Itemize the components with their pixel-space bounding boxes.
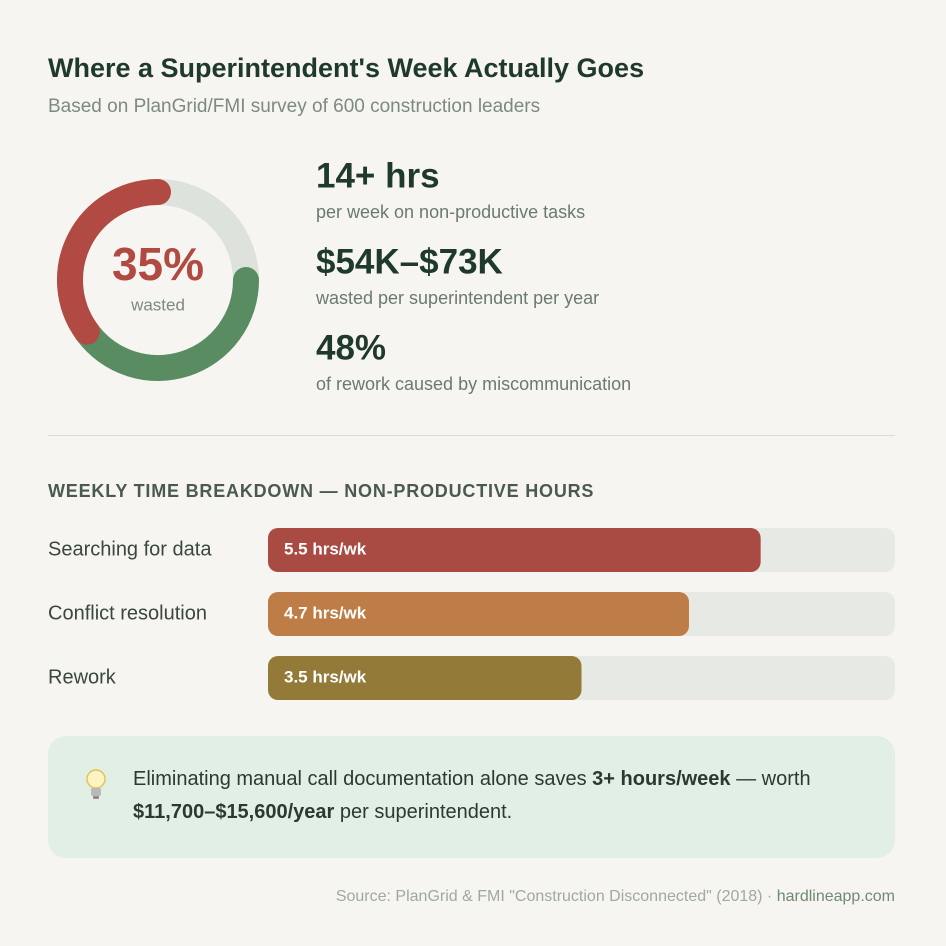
bar-value-label: 3.5 hrs/wk [284,667,367,686]
bulb-icon [86,769,106,799]
source: Source: PlanGrid & FMI "Construction Dis… [336,888,777,905]
stat-label: per week on non-productive tasks [316,202,585,222]
stat-value: 48% [316,328,386,367]
donut-segment [57,179,171,345]
title: Where a Superintendent's Week Actually G… [48,53,644,83]
callout-emphasis: 3+ hours/week [592,768,731,790]
donut-value: 35% [112,238,204,290]
callout-text: Eliminating manual call documentation al… [133,763,873,829]
stat-value: $54K–$73K [316,242,503,281]
callout-box [48,736,895,858]
donut-label: wasted [130,295,185,314]
callout-segment: per superintendent. [334,801,513,823]
bar-value-label: 4.7 hrs/wk [284,603,367,622]
bar [268,656,582,700]
bar-category: Searching for data [48,538,212,560]
site: hardlineapp.com [777,888,895,905]
callout-segment: Eliminating manual call documentation al… [133,768,593,790]
bar [268,528,761,572]
subtitle: Based on PlanGrid/FMI survey of 600 cons… [48,96,540,117]
footer: Source: PlanGrid & FMI "Construction Dis… [336,888,895,905]
stat-label: of rework caused by miscommunication [316,374,631,394]
callout-segment: — worth [730,768,811,790]
callout-emphasis: $11,700–$15,600/year [133,801,335,823]
bar-category: Rework [48,666,117,688]
bar-category: Conflict resolution [48,602,207,624]
donut-segment [73,267,259,381]
stat-label: wasted per superintendent per year [315,288,599,308]
stat-value: 14+ hrs [316,156,440,195]
bar-title: WEEKLY TIME BREAKDOWN — NON-PRODUCTIVE H… [48,481,594,501]
bar-value-label: 5.5 hrs/wk [284,539,367,558]
bar [268,592,689,636]
